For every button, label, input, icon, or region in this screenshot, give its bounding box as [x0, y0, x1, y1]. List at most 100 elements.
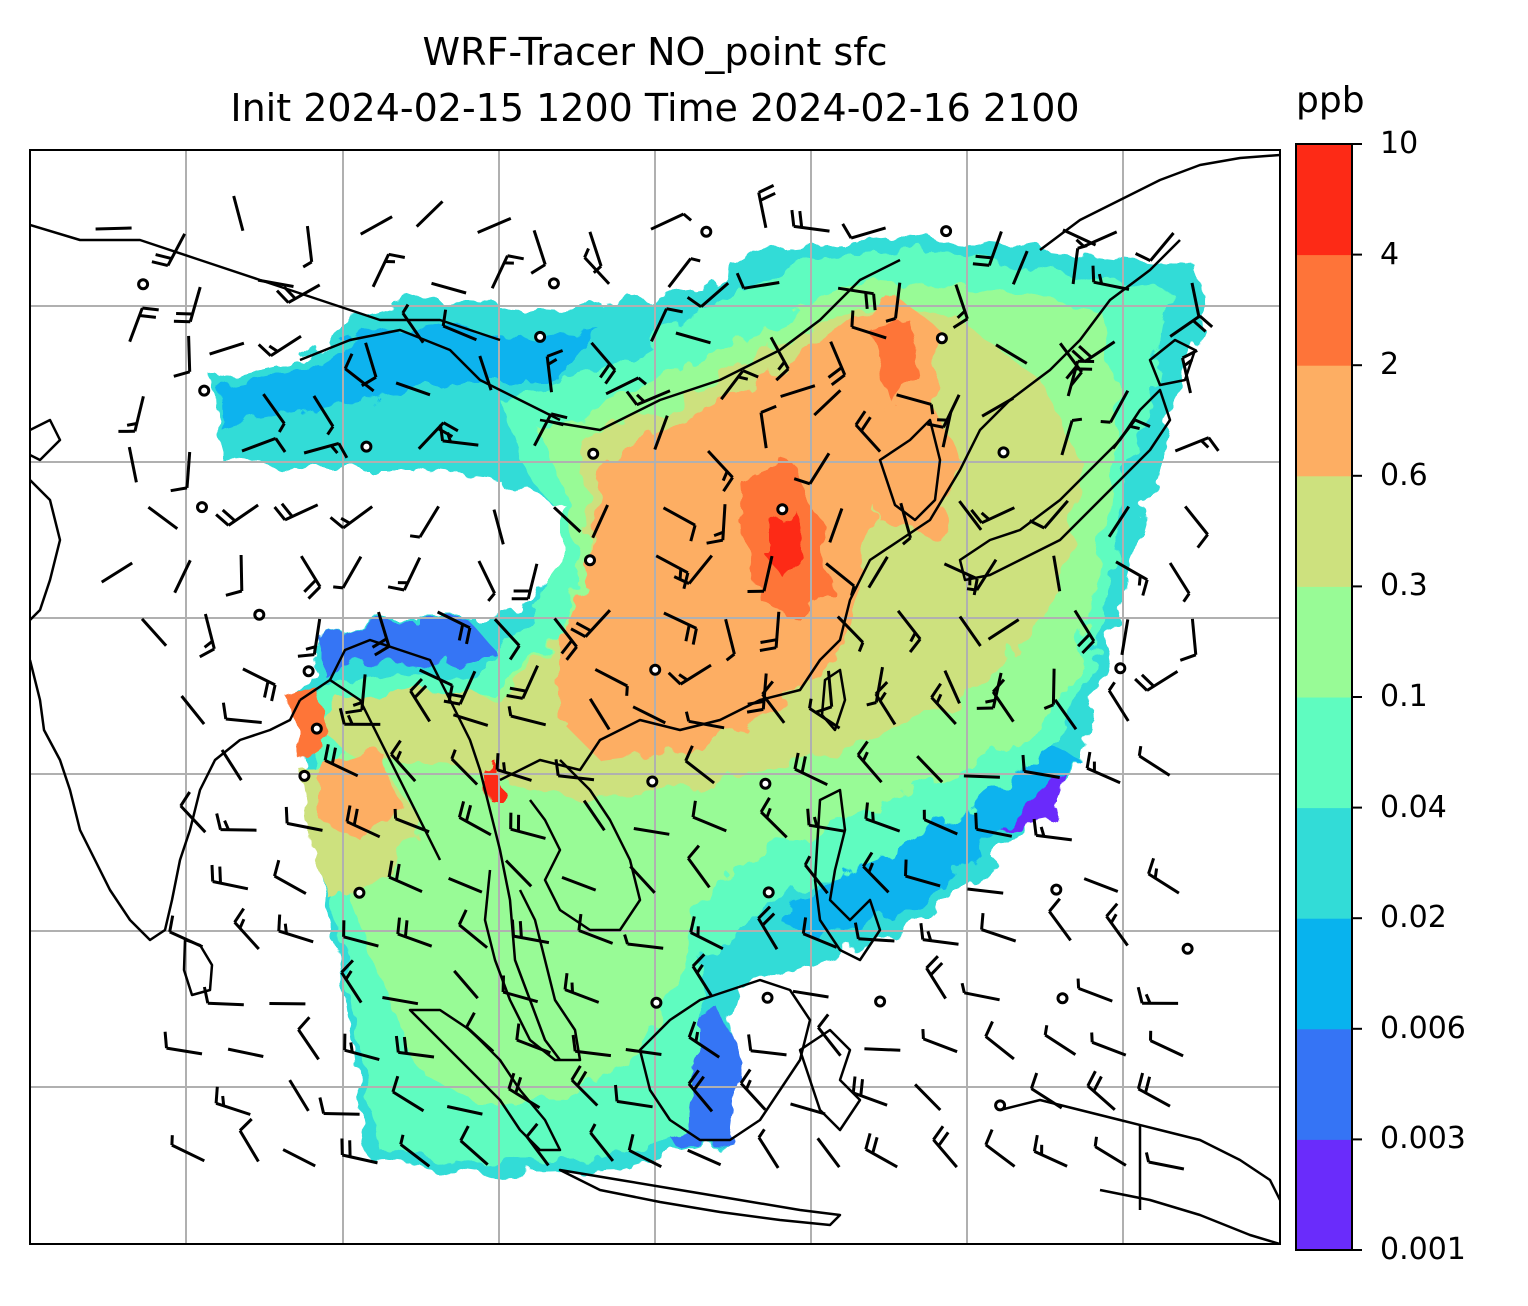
coastline-malay-peninsula [483, 869, 582, 1062]
wind-barb [173, 335, 192, 378]
wind-barb [436, 610, 472, 645]
wind-barb [570, 609, 612, 639]
wind-barb [707, 449, 734, 493]
wind-barb [633, 827, 670, 836]
wind-barb [393, 808, 430, 834]
calm-wind-circle [759, 777, 772, 790]
wind-barb [553, 617, 578, 661]
wind-barb [1100, 389, 1130, 424]
wind-barbs [95, 184, 1220, 1171]
wind-barb [1086, 1070, 1116, 1111]
wind-barb [976, 672, 1003, 710]
wind-barb [232, 195, 245, 232]
wind-barb [241, 436, 287, 453]
wind-barb [459, 1125, 489, 1166]
wind-barb [1190, 282, 1201, 319]
wind-barb [930, 682, 957, 726]
calm-wind-circle [587, 447, 600, 460]
wind-barb [128, 306, 159, 343]
wind-barb [1085, 751, 1121, 785]
wind-barb [242, 667, 277, 702]
wind-barb [650, 307, 683, 343]
calm-wind-circle [776, 503, 789, 516]
wind-barb [921, 1029, 958, 1054]
coastline-vietnam [529, 759, 642, 932]
wind-barb [477, 560, 496, 602]
field-level-4 [290, 690, 330, 760]
wind-barb [686, 281, 730, 309]
wind-barb [673, 554, 713, 585]
wind-barb [202, 986, 244, 1007]
wind-barb [899, 502, 912, 546]
calm-wind-circle [935, 332, 948, 345]
wind-barb [825, 562, 856, 596]
wind-barb [922, 809, 958, 836]
wind-barb [684, 711, 725, 730]
wind-barb [100, 561, 133, 584]
wind-barb [506, 664, 539, 700]
wind-barb [583, 247, 611, 285]
wind-barb [747, 555, 774, 593]
coastline-japan [958, 388, 1172, 582]
calm-wind-circle [700, 225, 713, 238]
wind-barb [864, 1047, 901, 1052]
wind-barb [504, 859, 533, 888]
coastline-bay-of-bengal [299, 638, 561, 1061]
wind-barb [735, 272, 780, 290]
wind-barb [675, 331, 711, 345]
wind-barb [329, 505, 374, 530]
wind-barb [1011, 250, 1029, 285]
wind-barb [769, 336, 790, 382]
wind-barb [684, 745, 716, 785]
wind-barb [841, 223, 887, 240]
colorbar-segment [1296, 144, 1352, 256]
wind-barb [853, 922, 895, 943]
wind-barb [340, 1138, 378, 1165]
wind-barb [343, 1033, 380, 1062]
wind-barb [662, 506, 697, 542]
calm-wind-circle [584, 554, 596, 567]
wind-barb [687, 1021, 721, 1059]
wind-barb [457, 909, 489, 949]
coastline-arabian-sea-2 [30, 479, 62, 621]
coastline-sulawesi [798, 1028, 862, 1132]
wind-barb [345, 674, 367, 715]
calm-wind-circle [196, 501, 208, 514]
wind-barb [221, 702, 262, 724]
colorbar-segment [1296, 807, 1352, 919]
wind-barb [790, 1102, 826, 1116]
wind-barb [1144, 1152, 1185, 1171]
calm-wind-circle [253, 608, 266, 621]
wind-barb [966, 558, 998, 592]
wind-barb [625, 1048, 662, 1056]
wind-barb [359, 215, 393, 236]
wind-barb [828, 507, 844, 543]
wind-barb [399, 1134, 431, 1168]
field-level-0.006 [220, 320, 600, 430]
wind-barb [590, 341, 617, 385]
wind-barb [1091, 265, 1130, 291]
field-level-0.003 [320, 622, 500, 672]
calm-wind-circle [360, 440, 373, 453]
wind-barb [629, 865, 656, 894]
colorbar-tick-label: 0.006 [1380, 1010, 1466, 1046]
map-title-line-2: Init 2024-02-15 1200 Time 2024-02-16 210… [230, 86, 1080, 130]
calm-wind-circle [994, 1099, 1007, 1112]
calm-wind-circle [298, 769, 311, 782]
wind-barb [257, 278, 294, 288]
wind-barb [757, 1128, 780, 1169]
wind-barb [209, 341, 245, 356]
colorbar-segment [1296, 1139, 1352, 1251]
wind-barb [552, 506, 582, 533]
calm-wind-circle [762, 886, 775, 899]
wind-barb [179, 791, 207, 834]
wind-barb [170, 451, 192, 493]
no-data-plateau [230, 470, 560, 624]
wind-barb [862, 851, 890, 894]
wind-barb [984, 1129, 1016, 1168]
wind-barb [1021, 754, 1060, 779]
coastline-java [558, 1168, 842, 1227]
calm-wind-circle [534, 330, 547, 343]
colorbar-segment [1296, 697, 1352, 809]
wind-barb [941, 411, 953, 448]
